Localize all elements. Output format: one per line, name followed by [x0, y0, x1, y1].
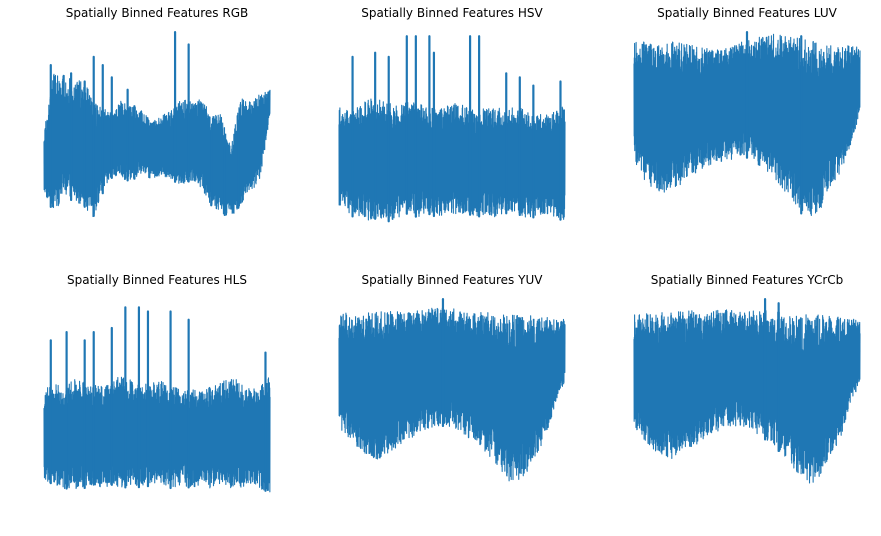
line-plot [338, 35, 566, 223]
series-line-hls [43, 376, 271, 493]
subplot-title: Spatially Binned Features HSV [361, 6, 543, 20]
subplot-title: Spatially Binned Features HLS [67, 273, 247, 287]
line-plot [43, 306, 271, 493]
subplot-title: Spatially Binned Features LUV [657, 6, 837, 20]
line-plot [633, 298, 861, 484]
subplot-title: Spatially Binned Features YUV [361, 273, 543, 287]
series-line-ycrcb [633, 309, 861, 484]
line-plot [43, 31, 271, 218]
series-line-rgb [43, 73, 271, 218]
subplot-title: Spatially Binned Features YCrCb [650, 273, 844, 287]
series-line-hsv [338, 98, 566, 222]
subplot-title: Spatially Binned Features RGB [65, 6, 249, 20]
line-plot [633, 31, 861, 217]
series-line-yuv [338, 307, 566, 482]
line-plot [338, 298, 566, 482]
